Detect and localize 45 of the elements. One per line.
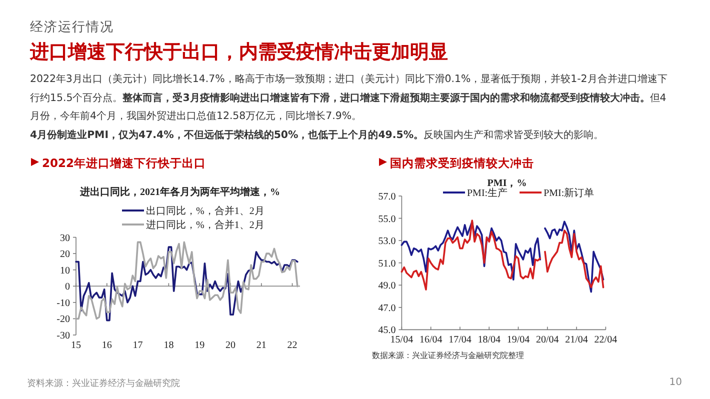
y-tick-label: -30 — [56, 330, 70, 342]
legend-label: 出口同比，%，合并1、2月 — [146, 205, 264, 217]
x-tick-label: 15/04 — [390, 334, 414, 346]
x-tick-label: 18/04 — [478, 334, 501, 346]
y-tick-label: 10 — [60, 265, 70, 276]
x-tick-label: 16 — [102, 340, 112, 351]
legend-label: PMI:新订单 — [544, 187, 594, 199]
x-tick-label: 21 — [256, 340, 266, 351]
chart-title: 2022年进口增速下行快于出口 — [42, 156, 206, 170]
y-tick-label: 55.0 — [378, 214, 396, 225]
y-tick-label: 30 — [60, 232, 70, 244]
chart-subtitle: 进出口同比，2021年各月为两年平均增速，% — [79, 186, 280, 198]
y-tick-label: 53.0 — [378, 236, 396, 248]
text: 4月份制造业PMI，仅为47.4%，不但远低于荣枯线的50%，也低于上个月的49.5%。反映国内生产和需求皆受到较大的影响。 — [30, 130, 604, 140]
x-tick-label: 19 — [194, 340, 205, 351]
source-note: 数据来源：兴业证券经济与金融研究院整理 — [372, 351, 524, 360]
x-tick-label: 22 — [287, 340, 298, 351]
x-tick-label: 17/04 — [448, 334, 472, 346]
y-tick-label: 47.0 — [378, 302, 396, 314]
y-tick-label: 20 — [60, 249, 70, 260]
x-tick-label: 21/04 — [565, 334, 588, 346]
x-tick-label: 18 — [164, 340, 174, 351]
x-tick-label: 22/04 — [594, 334, 618, 346]
y-tick-label: 57.0 — [378, 192, 396, 202]
x-tick-label: 19/04 — [506, 334, 530, 346]
y-tick-label: -10 — [56, 298, 70, 309]
x-tick-label: 20/04 — [536, 334, 559, 346]
x-tick-label: 15 — [71, 340, 81, 351]
legend-label: PMI:生产 — [467, 187, 508, 199]
chart-subtitle: PMI，% — [487, 178, 527, 189]
y-tick-label: 45.0 — [378, 325, 396, 336]
x-tick-label: 17 — [132, 340, 143, 351]
chart-title: 国内需求受到疫情较大冲击 — [390, 156, 534, 170]
text: 10 — [669, 377, 682, 388]
text: 进口增速下行快于出口，内需受疫情冲击更加明显 — [30, 40, 448, 65]
text: 经济运行情况 — [30, 19, 114, 36]
y-tick-label: 0 — [65, 282, 70, 293]
y-tick-label: -20 — [56, 314, 70, 326]
legend-label: 进口同比，%，合并1、2月 — [146, 219, 264, 231]
y-tick-label: 49.0 — [378, 280, 396, 292]
x-tick-label: 20 — [225, 340, 236, 351]
text: 2022年3月出口（美元计）同比增长14.7%，略高于市场一致预期；进口（美元计）同比下滑0.1%，显著低于预期，并较1-2月合并进口增速下行约15.5个百分点。整体而言，受3月疫情影响进出口增速皆有下滑，进口增速下滑超预期主要源于国内的需求和物流都受到疫情较大冲击。但4月份，今年前4个月，我国外贸进出口总值12.58万亿元，同比增长7.9%。 — [30, 74, 668, 122]
y-tick-label: 51.0 — [378, 258, 396, 270]
x-tick-label: 16/04 — [419, 334, 442, 346]
text: 资料来源：兴业证券经济与金融研究院 — [27, 378, 180, 390]
